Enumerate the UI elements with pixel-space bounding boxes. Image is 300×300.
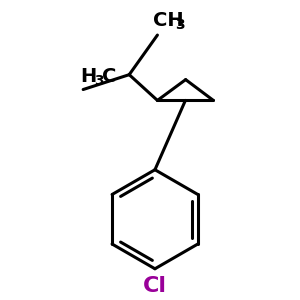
Text: 3: 3 [175,18,184,32]
Text: C: C [102,67,116,85]
Text: H: H [81,67,97,85]
Text: CH: CH [154,11,184,30]
Text: Cl: Cl [143,276,167,296]
Text: 3: 3 [94,74,104,88]
